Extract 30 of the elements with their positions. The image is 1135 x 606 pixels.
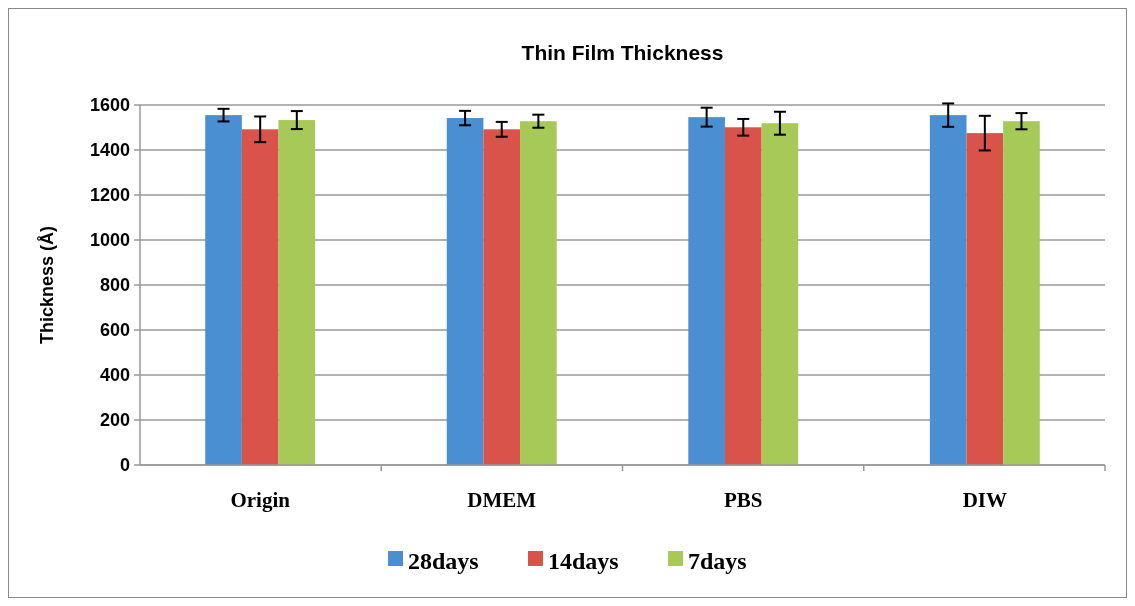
y-tick-label: 0 (119, 455, 130, 476)
bar (446, 118, 484, 465)
x-tick-label: DMEM (467, 488, 537, 512)
bar (241, 129, 279, 465)
bar (929, 115, 967, 465)
legend-label: 7days (688, 548, 747, 575)
x-tick-label: DIW (962, 488, 1007, 512)
bar (761, 123, 799, 465)
y-tick-label: 800 (99, 275, 130, 296)
y-tick-label: 1600 (89, 95, 130, 116)
x-tick-label: PBS (724, 488, 763, 512)
bar (1003, 121, 1040, 465)
bar (724, 127, 762, 465)
y-tick-label: 1000 (89, 230, 130, 251)
bar (205, 115, 242, 465)
bar (520, 121, 557, 465)
x-tick-label: Origin (230, 488, 291, 512)
chart-title: Thin Film Thickness (521, 41, 724, 64)
y-tick-label: 600 (99, 320, 130, 341)
y-tick-label: 200 (99, 410, 130, 431)
bar (966, 133, 1004, 465)
legend-label: 14days (548, 548, 619, 575)
legend-label: 28days (408, 548, 479, 575)
y-tick-label: 400 (99, 365, 130, 386)
y-axis-title: Thickness (Å) (37, 225, 57, 345)
bar (278, 120, 316, 465)
bar (688, 117, 725, 465)
y-tick-label: 1400 (89, 140, 130, 161)
bar (483, 129, 521, 465)
y-tick-label: 1200 (89, 185, 130, 206)
